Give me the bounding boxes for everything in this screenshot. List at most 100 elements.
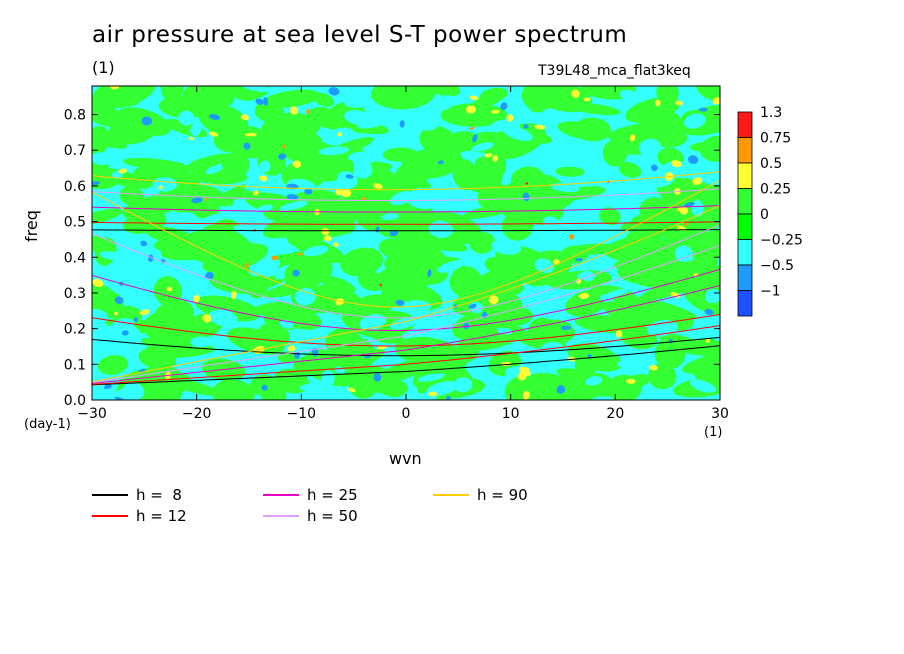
y-axis-label: freq [22, 210, 41, 242]
field-patch-blue [575, 257, 583, 262]
field-patch-yellow [469, 95, 479, 101]
field-patch-yellow [287, 345, 296, 352]
colorbar: 1.3 0.75 0.5 0.25 0 −0.25 −0.5 −1 [737, 105, 803, 317]
field-patch-cyan [190, 336, 212, 348]
field-patch-green [386, 249, 416, 275]
colorbar-label: 0.25 [760, 182, 791, 198]
field-patch-blue [255, 98, 264, 105]
y-tick-label: 0.4 [64, 250, 86, 266]
field-patch-green [698, 229, 720, 250]
legend-swatch [433, 494, 469, 496]
x-axis-label: wvn [389, 449, 422, 468]
field-patch-yellow [675, 100, 683, 106]
field-patch-cyan [585, 376, 603, 386]
field-patch-blue [683, 202, 695, 208]
field-patch-yellow [676, 206, 686, 212]
x-axis: −30 −20 −10 0 10 20 30 [77, 86, 729, 422]
curve-1-3 [92, 229, 720, 232]
power-field [92, 86, 720, 400]
field-patch-green [211, 240, 259, 264]
field-patch-yellow [519, 369, 531, 377]
field-patch-blue [704, 308, 714, 316]
chart-subtitle: (1) [92, 58, 115, 77]
field-patch-cyan [691, 199, 704, 217]
field-patch-green [485, 123, 546, 160]
field-patch-blue [114, 396, 126, 400]
field-patch-cyan [248, 258, 281, 277]
field-patch-blue [140, 240, 148, 247]
field-patch-cyan [259, 160, 271, 173]
field-patch-cyan [689, 379, 716, 393]
field-patch-blue [345, 174, 354, 179]
field-patch-cyan [381, 213, 399, 220]
field-patch-green [92, 86, 156, 109]
field-patch-green [393, 172, 432, 189]
field-patch-green [340, 247, 383, 277]
field-patch-green [464, 310, 488, 335]
field-patch-orange [360, 197, 367, 200]
field-patch-orange [468, 126, 475, 130]
field-patch-yellow [534, 124, 546, 130]
field-patch-green [682, 352, 720, 374]
y-tick-label: 0.0 [64, 393, 86, 409]
colorbar-swatch [737, 264, 753, 291]
field-patch-blue [445, 395, 451, 400]
colorbar-label: −1 [760, 284, 781, 300]
curve-1-1 [92, 336, 720, 357]
y-tick-label: 0.8 [64, 108, 86, 124]
y-tick-label: 0.5 [64, 215, 86, 231]
field-patch-blue [472, 134, 478, 143]
field-patch-cyan [390, 191, 414, 206]
field-patch-yellow [629, 134, 636, 142]
field-patch-yellow [705, 338, 710, 343]
field-patch-green [262, 196, 289, 221]
y-axis: 0.0 0.1 0.2 0.3 0.4 0.5 0.6 0.7 0.8 [64, 108, 720, 409]
field-patch-blue [560, 325, 572, 331]
field-patch-cyan [599, 294, 615, 303]
x-tick-label: 0 [402, 406, 411, 422]
field-patch-cyan [491, 239, 522, 255]
field-patch-cyan [92, 325, 110, 341]
field-patch-green [525, 372, 587, 400]
field-patch-yellow [92, 278, 104, 288]
field-patch-green [122, 211, 167, 234]
field-patch-cyan [205, 165, 223, 175]
field-patch-green [614, 133, 645, 152]
field-patch-blue [286, 194, 299, 200]
field-patch-yellow [373, 183, 383, 190]
field-patch-cyan [497, 327, 513, 335]
y-axis-unit: (day-1) [24, 417, 71, 432]
curve-5-3 [92, 171, 720, 191]
colorbar-swatch [737, 111, 753, 138]
field-patch-blue [399, 120, 405, 128]
colorbar-swatch [737, 213, 753, 240]
curve-4-3 [92, 188, 720, 201]
field-patch-yellow [654, 99, 661, 107]
field-patch-cyan [617, 360, 649, 374]
field-patch-green [211, 379, 255, 400]
field-patch-cyan [257, 204, 273, 212]
field-patch-yellow [240, 114, 249, 121]
x-tick-label: −10 [287, 406, 317, 422]
field-patch-yellow [712, 97, 720, 105]
field-patch-yellow [578, 292, 590, 300]
field-patch-yellow [259, 175, 268, 182]
field-patch-cyan [152, 177, 177, 192]
field-patch-orange [271, 255, 278, 261]
field-patch-yellow [692, 177, 703, 186]
y-tick-label: 0.6 [64, 179, 86, 195]
field-patch-cyan [550, 183, 580, 193]
field-patch-yellow [114, 311, 119, 316]
field-patch-yellow [519, 366, 530, 372]
field-patch-cyan [597, 176, 623, 189]
field-patch-green [419, 126, 458, 156]
field-patch-blue [92, 181, 101, 186]
field-patch-cyan [436, 260, 466, 273]
field-patch-cyan [279, 201, 308, 211]
field-patch-cyan [542, 216, 560, 230]
field-patch-blue [650, 164, 658, 172]
field-patch-yellow [209, 131, 219, 137]
field-patch-orange [297, 252, 304, 256]
field-patch-cyan [318, 146, 349, 156]
